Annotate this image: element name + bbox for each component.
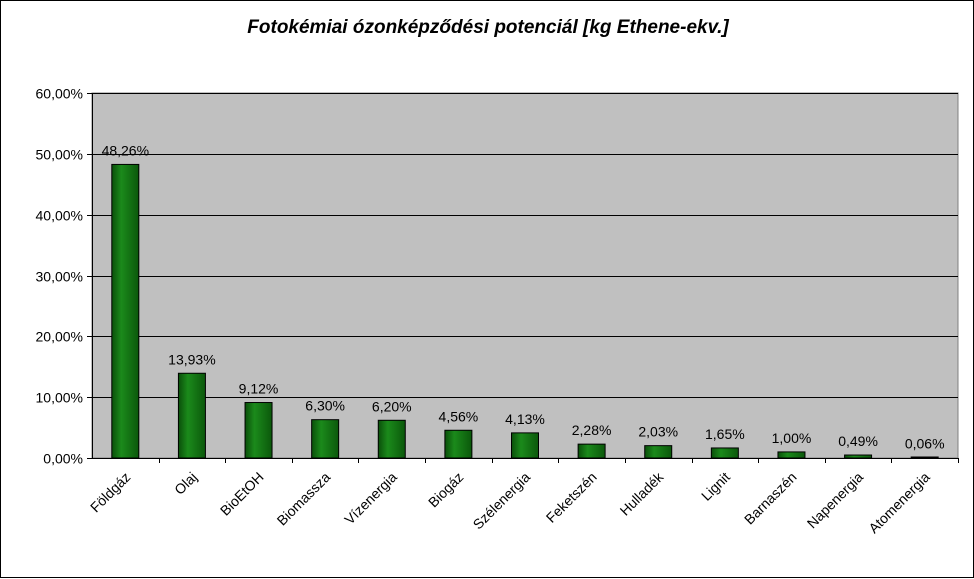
data-label-12: 0,06% (905, 436, 945, 452)
category-label-11: Napenergia (804, 469, 867, 532)
data-label-5: 4,56% (439, 408, 479, 424)
bar-0 (111, 163, 140, 459)
bar-12 (910, 456, 939, 459)
bar-10 (777, 451, 806, 459)
y-tick-label: 40,00% (36, 208, 83, 224)
data-label-1: 13,93% (168, 351, 215, 367)
category-label-10: Barnaszén (741, 469, 800, 528)
data-label-2: 9,12% (239, 381, 279, 397)
category-label-9: Lignit (698, 469, 733, 504)
category-label-6: Szélenergia (470, 469, 534, 533)
y-tick-label: 10,00% (36, 390, 83, 406)
data-label-8: 2,03% (638, 424, 678, 440)
bar-9 (710, 447, 739, 459)
y-tick-label: 0,00% (43, 451, 83, 467)
data-label-0: 48,26% (102, 142, 149, 158)
y-tick-label: 30,00% (36, 269, 83, 285)
y-tick-label: 50,00% (36, 147, 83, 163)
bar-1 (177, 372, 206, 459)
y-tick-label: 20,00% (36, 329, 83, 345)
plot-area (91, 92, 959, 459)
data-label-6: 4,13% (505, 411, 545, 427)
category-label-5: Biogáz (425, 469, 467, 511)
category-label-1: Olaj (171, 469, 200, 498)
data-label-11: 0,49% (838, 433, 878, 449)
data-label-9: 1,65% (705, 426, 745, 442)
data-label-10: 1,00% (772, 430, 812, 446)
bar-3 (311, 419, 340, 459)
bar-5 (444, 429, 473, 459)
bar-11 (844, 454, 873, 459)
chart-title: Fotokémiai ózonképződési potenciál [kg E… (247, 17, 729, 38)
category-label-8: Hulladék (617, 468, 668, 519)
bar-6 (511, 432, 539, 459)
category-label-4: Vízenergia (341, 469, 400, 528)
data-label-3: 6,30% (305, 398, 345, 414)
y-tick-label: 60,00% (36, 86, 83, 102)
category-label-12: Atomenergia (865, 469, 933, 537)
category-label-0: Földgáz (87, 469, 134, 516)
bar-7 (577, 443, 606, 459)
category-label-3: Biomassza (274, 469, 334, 529)
bar-2 (244, 402, 273, 459)
data-label-4: 6,20% (372, 398, 412, 414)
category-label-7: Feketszén (543, 469, 600, 526)
bar-8 (644, 445, 673, 459)
category-label-2: BioEtOH (217, 469, 267, 519)
bar-4 (377, 419, 406, 459)
data-label-7: 2,28% (572, 422, 612, 438)
